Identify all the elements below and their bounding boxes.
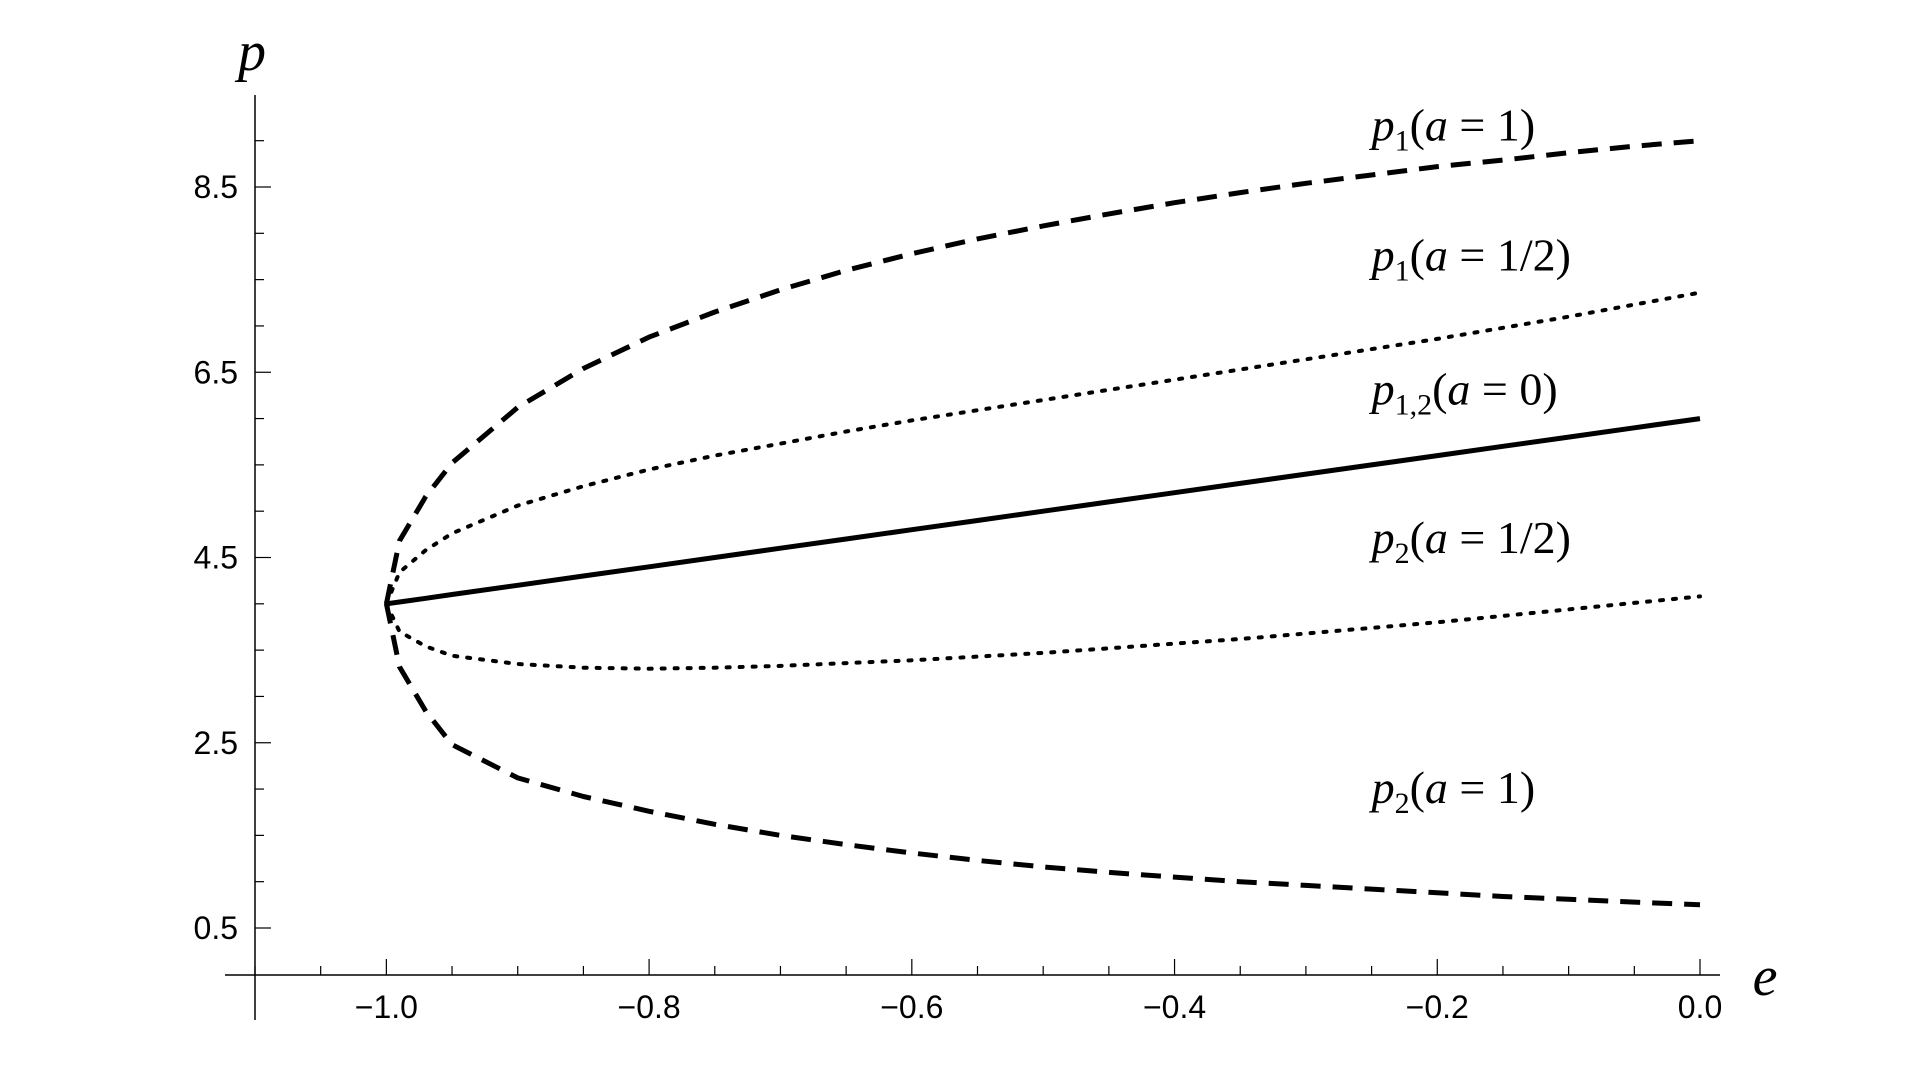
series-label-part: a bbox=[1425, 762, 1448, 813]
series-label-part: 1,2 bbox=[1395, 389, 1433, 422]
x-tick-label: −0.6 bbox=[880, 989, 943, 1025]
x-tick-label: −0.2 bbox=[1406, 989, 1469, 1025]
x-tick-label: −0.4 bbox=[1143, 989, 1206, 1025]
series-label-part: ( bbox=[1432, 364, 1447, 415]
series-label-0: p1(a = 1) bbox=[1369, 100, 1536, 158]
series-label-4: p2(a = 1) bbox=[1369, 762, 1536, 820]
y-tick-label: 6.5 bbox=[194, 354, 238, 390]
series-label-part: a bbox=[1447, 364, 1470, 415]
x-tick-label: 0.0 bbox=[1678, 989, 1722, 1025]
series-labels: p1(a = 1)p1(a = 1/2)p1,2(a = 0)p2(a = 1/… bbox=[1369, 100, 1571, 820]
series-label-part: p bbox=[1369, 364, 1395, 415]
x-tick-label: −0.8 bbox=[618, 989, 681, 1025]
series-label-part: p bbox=[1369, 100, 1395, 151]
series-label-part: ( bbox=[1410, 512, 1425, 563]
series-label-part: 1 bbox=[1395, 254, 1410, 287]
series-label-part: 2 bbox=[1395, 787, 1410, 820]
series-label-part: = 1/2) bbox=[1448, 512, 1571, 563]
series-line-1 bbox=[384, 290, 1702, 606]
series-label-part: = 0) bbox=[1470, 364, 1557, 415]
series-label-1: p1(a = 1/2) bbox=[1369, 229, 1571, 287]
x-tick-label: −1.0 bbox=[355, 989, 418, 1025]
series-line-0 bbox=[383, 138, 1701, 605]
y-tick-label: 0.5 bbox=[194, 910, 238, 946]
series-line-3 bbox=[384, 594, 1702, 671]
series-label-2: p1,2(a = 0) bbox=[1369, 364, 1558, 422]
series-label-part: = 1) bbox=[1448, 762, 1535, 813]
y-tick-label: 8.5 bbox=[194, 169, 238, 205]
x-axis-label: e bbox=[1753, 946, 1778, 1008]
series-line-4 bbox=[383, 603, 1701, 908]
series-lines bbox=[383, 138, 1702, 908]
series-label-part: 2 bbox=[1395, 537, 1410, 570]
series-line-2 bbox=[386, 416, 1701, 607]
series-label-3: p2(a = 1/2) bbox=[1369, 512, 1571, 570]
series-label-part: ( bbox=[1410, 762, 1425, 813]
series-label-part: a bbox=[1425, 229, 1448, 280]
y-axis-label: p bbox=[234, 21, 266, 83]
y-tick-label: 2.5 bbox=[194, 725, 238, 761]
series-label-part: p bbox=[1369, 512, 1395, 563]
series-label-part: p bbox=[1369, 229, 1395, 280]
y-tick-label: 4.5 bbox=[194, 540, 238, 576]
series-label-part: a bbox=[1425, 512, 1448, 563]
axes: −1.0 −0.8 −0.6 −0.4 −0.2 0.0 0.5 2.5 4.5 6.5 8.5 p e bbox=[194, 21, 1778, 1025]
series-label-part: a bbox=[1425, 100, 1448, 151]
series-label-part: = 1/2) bbox=[1448, 229, 1571, 280]
series-label-part: 1 bbox=[1395, 125, 1410, 158]
series-label-part: p bbox=[1369, 762, 1395, 813]
series-label-part: ( bbox=[1410, 100, 1425, 151]
series-label-part: ( bbox=[1410, 229, 1425, 280]
series-label-part: = 1) bbox=[1448, 100, 1535, 151]
